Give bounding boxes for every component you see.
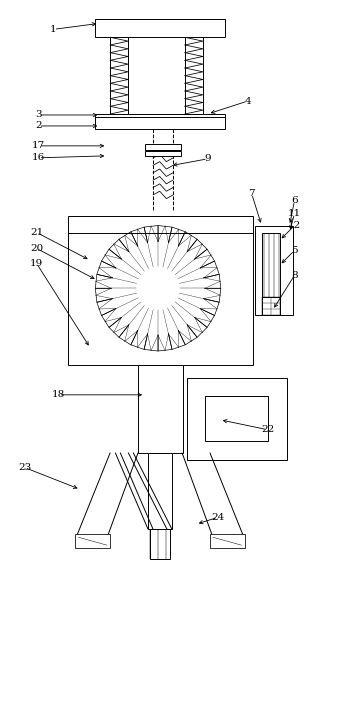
Text: 24: 24 <box>211 513 224 522</box>
Bar <box>75 534 110 548</box>
Text: 7: 7 <box>248 189 255 198</box>
Text: 12: 12 <box>288 221 301 230</box>
Bar <box>145 144 181 150</box>
Bar <box>95 19 225 37</box>
Bar <box>95 114 225 129</box>
Text: 22: 22 <box>261 425 274 434</box>
Bar <box>138 365 183 453</box>
Bar <box>255 225 293 315</box>
Bar <box>148 453 172 529</box>
Text: 16: 16 <box>32 154 45 162</box>
Text: 3: 3 <box>35 110 42 119</box>
Text: 11: 11 <box>288 209 301 218</box>
Text: 5: 5 <box>291 246 298 255</box>
Bar <box>187 378 286 459</box>
Bar <box>262 232 280 297</box>
Bar <box>69 215 253 365</box>
Text: 4: 4 <box>244 97 251 105</box>
Text: 6: 6 <box>291 196 298 205</box>
Bar <box>210 534 245 548</box>
Text: 2: 2 <box>35 122 42 130</box>
Text: 8: 8 <box>291 271 298 280</box>
Text: 1: 1 <box>50 25 57 34</box>
Text: 21: 21 <box>30 228 43 237</box>
Bar <box>150 529 170 559</box>
Bar <box>145 151 181 156</box>
Text: 23: 23 <box>18 463 31 472</box>
Text: 19: 19 <box>30 259 43 268</box>
Text: 9: 9 <box>205 154 211 164</box>
Text: 20: 20 <box>30 244 43 253</box>
Bar <box>262 297 280 315</box>
Bar <box>205 396 268 441</box>
Text: 17: 17 <box>32 141 45 150</box>
Text: 18: 18 <box>52 390 65 400</box>
